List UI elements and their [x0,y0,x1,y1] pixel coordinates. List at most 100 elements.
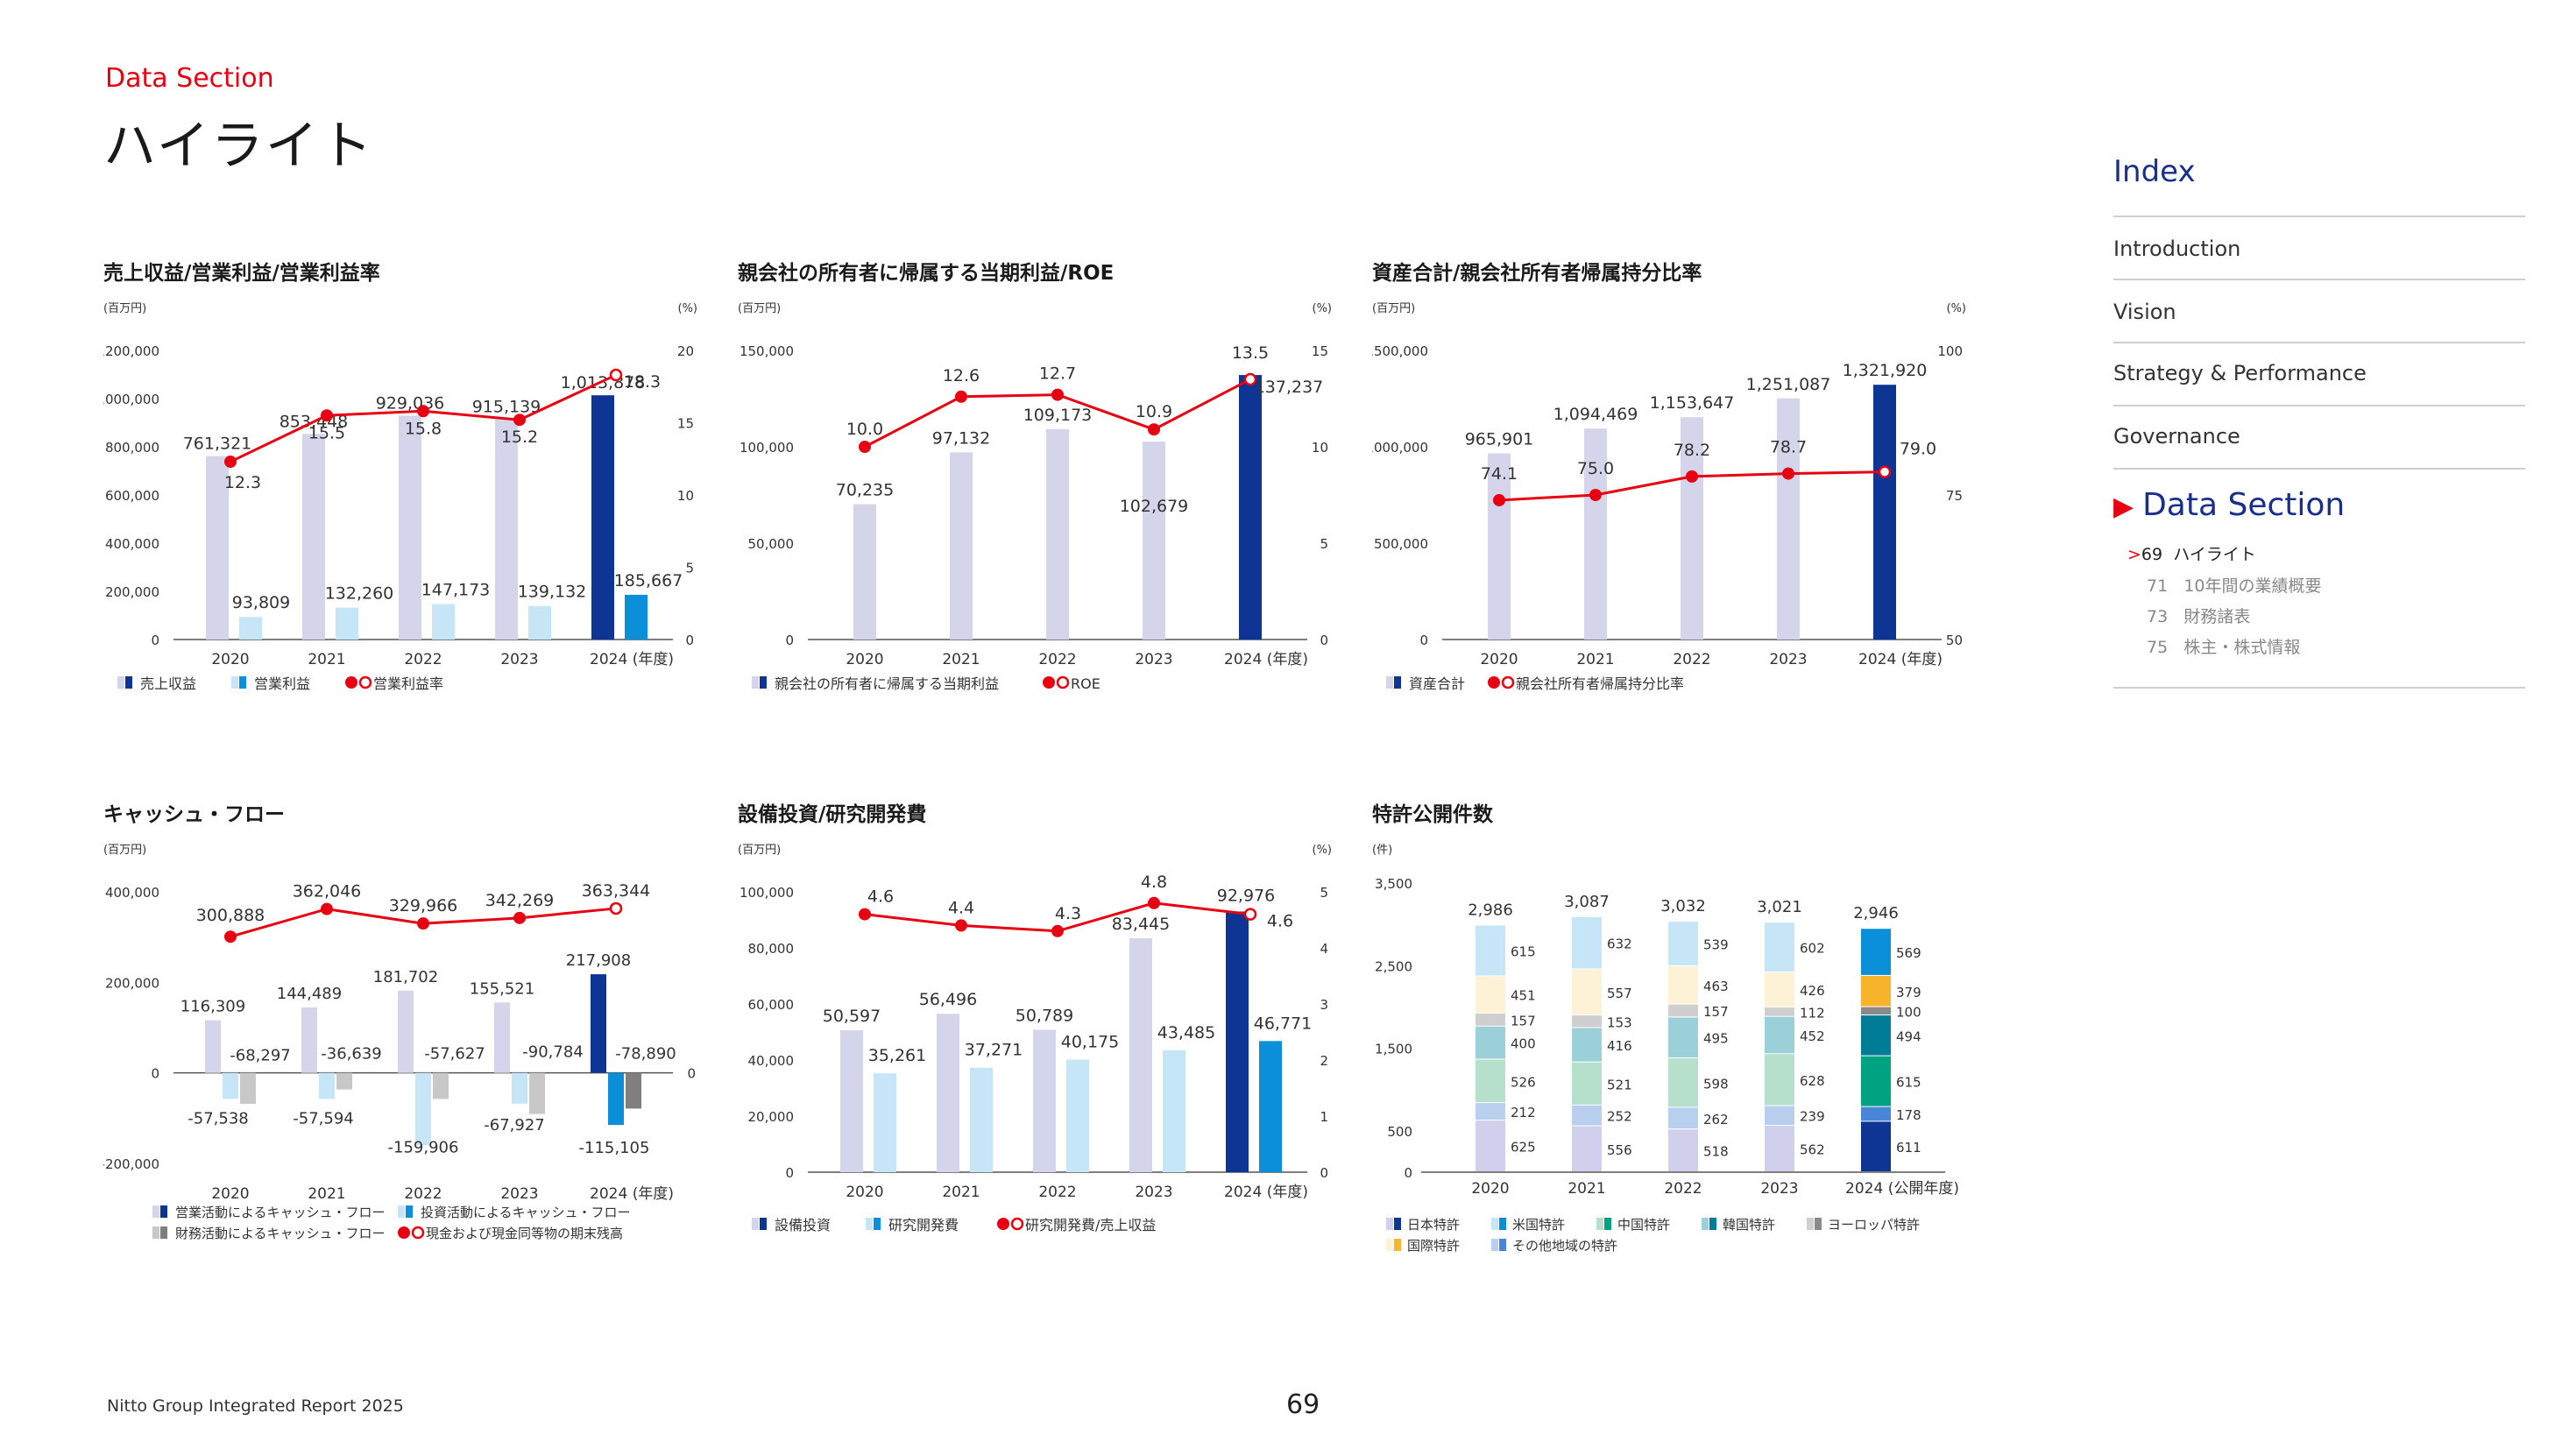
index-item-governance[interactable]: Governance [2113,424,2240,449]
chart-assets-title: 資産合計/親会社所有者帰属持分比率 [1372,262,1702,285]
data-label: 556 [1607,1142,1632,1158]
stack-segment [1476,1059,1505,1103]
x-tick-label: 2020 [211,1185,249,1203]
legend-swatch [1394,1239,1401,1251]
bar [528,605,551,640]
y-tick-label: 1,000,000 [103,392,159,407]
legend-swatch [160,1205,167,1218]
stack-segment [1668,1017,1698,1058]
data-label: 155,521 [470,979,534,998]
y2-tick-label: 15 [1312,343,1328,359]
line-label: 4.6 [867,887,894,907]
stack-segment [1476,976,1505,1013]
legend-swatch [125,676,132,689]
data-label: 93,809 [232,593,290,612]
data-label: 112 [1800,1005,1825,1021]
data-label: 212 [1511,1105,1536,1120]
legend-swatch [398,1205,405,1218]
bar [1066,1059,1089,1172]
data-label: -57,594 [293,1109,353,1127]
index-item-vision[interactable]: Vision [2113,300,2176,324]
bar [1226,911,1249,1172]
sub-item-69[interactable]: >69 ハイライト [2127,545,2256,564]
data-label: 70,235 [836,480,894,499]
chart-cash-flow: (百万円) 400,000 200,000 0 -200,000 0 2020 116,309… [103,844,696,1241]
x-tick-label: 2023 [1769,651,1807,668]
data-label: 915,139 [472,397,541,416]
bar [625,594,648,640]
stack-segment [1668,922,1698,965]
stack-segment [1668,1107,1698,1129]
index-item-data-section[interactable]: ▶ Data Section [2113,487,2346,523]
stack-segment [1572,969,1602,1015]
line-point [1148,423,1160,436]
bar [336,607,358,640]
line-point [1782,467,1794,480]
legend-label: 研究開発費 [888,1217,959,1233]
data-label: 426 [1800,983,1825,999]
line-point [1148,896,1160,909]
x-tick-label: 2020 [846,651,883,668]
bar [415,1072,431,1146]
stack-segment [1668,965,1698,1004]
index-item-introduction[interactable]: Introduction [2113,237,2241,261]
index-divider [2113,468,2525,470]
stack-segment [1765,922,1794,972]
legend-marker [398,1226,410,1239]
sub-item-75[interactable]: 75 株主・株式情報 [2147,638,2301,657]
bar [319,1072,335,1099]
legend-swatch [1386,676,1393,689]
y2-tick-label: 5 [685,561,694,576]
data-label: 139,132 [518,583,587,602]
data-label: 1,013,878 [561,373,646,392]
legend-label: 韓国特許 [1723,1217,1775,1233]
page-number: 69 [1286,1389,1320,1420]
data-label: 147,173 [421,581,491,600]
index-title[interactable]: Index [2113,154,2196,189]
x-tick-label: 2024 (年度) [590,651,674,668]
y-tick-label: 0 [1419,633,1428,648]
line-label: 78.7 [1770,438,1807,457]
line-point [321,409,333,422]
line-point [1686,470,1698,483]
line-point [1878,465,1892,478]
data-label: 526 [1511,1074,1536,1090]
data-label: 379 [1896,985,1921,1000]
line-point [513,911,526,924]
y-tick-label: 200,000 [105,584,159,600]
sub-item-71[interactable]: 71 10年間の業績概要 [2147,576,2322,596]
x-tick-label: 2022 [1664,1180,1702,1198]
data-label: 521 [1607,1077,1632,1092]
sub-item-73[interactable]: 73 財務諸表 [2147,607,2251,626]
y-tick-label: 60,000 [748,997,795,1013]
total-label: 2,986 [1468,901,1513,919]
line-label: 12.3 [224,473,261,492]
legend-swatch [117,676,124,689]
legend-label: 中国特許 [1617,1217,1670,1233]
legend-marker [411,1226,425,1240]
x-tick-label: 2021 [942,651,980,668]
legend-swatch [1807,1218,1814,1230]
data-label: -68,297 [230,1047,290,1065]
line-label: 79.0 [1900,440,1936,459]
bar [239,617,262,640]
legend-marker [1488,676,1500,689]
bar [1163,1050,1185,1172]
line-label: 363,344 [582,881,651,901]
stack-segment [1476,1120,1505,1171]
x-tick-label: 2022 [1673,651,1710,668]
index-item-strategy[interactable]: Strategy & Performance [2113,361,2367,385]
data-label: -67,927 [484,1116,544,1134]
data-label: 37,271 [965,1041,1023,1060]
line-label: 15.8 [405,419,442,438]
legend-swatch [1596,1218,1603,1230]
stack-segment [1476,925,1505,976]
stack-segment [1765,1007,1794,1016]
data-label: 97,132 [932,428,990,448]
data-label: 495 [1703,1031,1729,1047]
legend-swatch [152,1226,159,1239]
chart-capex-title: 設備投資/研究開発費 [738,803,927,826]
legend-marker [358,675,372,689]
bar [591,974,606,1073]
data-label: 157 [1703,1004,1729,1020]
